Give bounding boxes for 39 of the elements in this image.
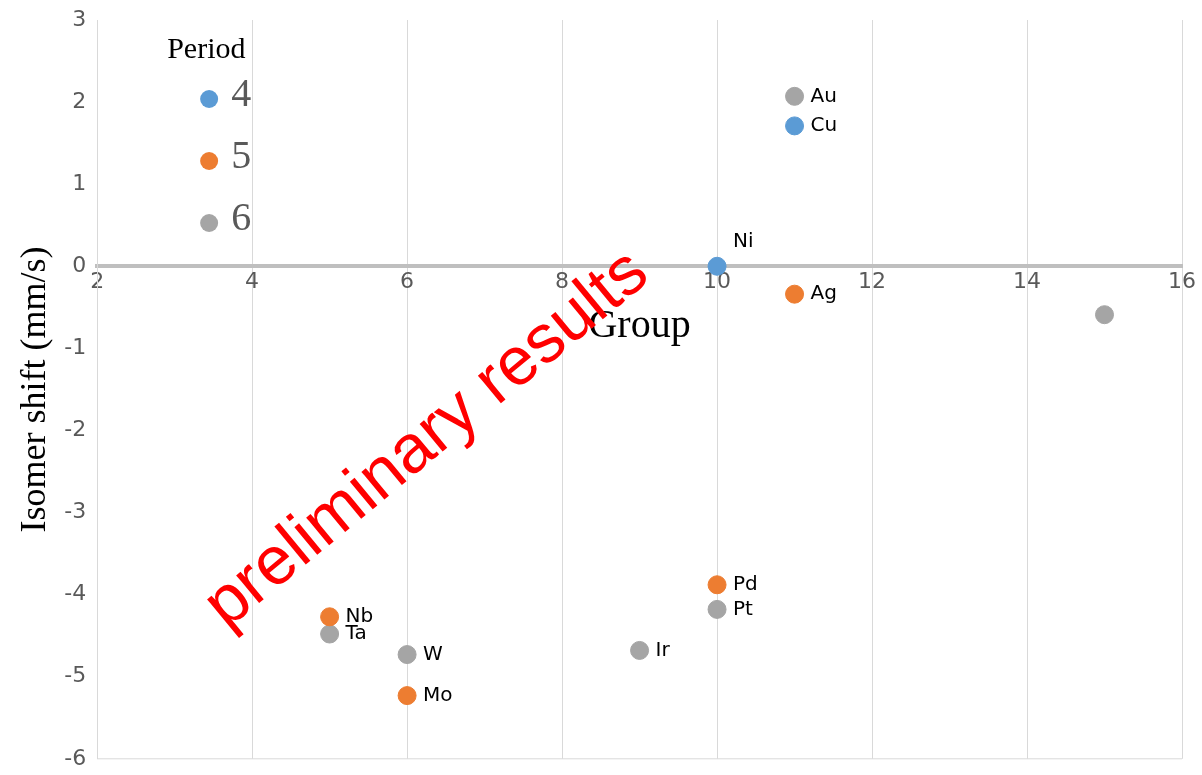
point <box>397 686 417 706</box>
y-tick-label: 3 <box>72 5 87 31</box>
point <box>785 86 805 106</box>
annotation: Ag <box>810 280 837 305</box>
point <box>785 284 805 304</box>
annotation: Cu <box>810 112 838 137</box>
point <box>397 645 417 665</box>
legend-label: 6 <box>231 193 252 239</box>
y-tick-label: -2 <box>64 416 87 442</box>
annotation: Pd <box>733 570 758 595</box>
y-tick-label: -5 <box>64 662 87 688</box>
y-tick-label: -6 <box>64 744 87 770</box>
annotation: Au <box>810 82 837 107</box>
y-tick-label: 1 <box>72 169 87 195</box>
y-tick-label: 0 <box>72 251 87 277</box>
y-tick-label: 2 <box>72 87 87 113</box>
y-tick-label: -4 <box>64 580 87 606</box>
y-tick-label: -3 <box>64 498 87 524</box>
point <box>707 575 727 595</box>
legend-label: 4 <box>231 69 252 115</box>
y-tick-label: -1 <box>64 334 87 360</box>
y-axis-title: Isomer shift (mm/s) <box>13 246 54 533</box>
x-tick-label: 6 <box>400 268 415 294</box>
annotation: W <box>423 640 444 665</box>
x-tick-label: 10 <box>703 268 732 294</box>
annotation: Ir <box>655 636 671 661</box>
point <box>630 640 650 660</box>
point <box>707 599 727 619</box>
annotation: Pt <box>733 595 754 620</box>
x-tick-label: 16 <box>1168 268 1196 294</box>
annotation: Ni <box>733 228 754 253</box>
x-tick-label: 4 <box>245 268 260 294</box>
legend-label: 5 <box>231 131 252 177</box>
x-tick-label: 14 <box>1013 268 1042 294</box>
point <box>1095 305 1115 325</box>
point <box>785 116 805 136</box>
legend-title: Period <box>167 30 246 64</box>
annotation: Mo <box>423 681 453 706</box>
x-tick-label: 12 <box>858 268 887 294</box>
